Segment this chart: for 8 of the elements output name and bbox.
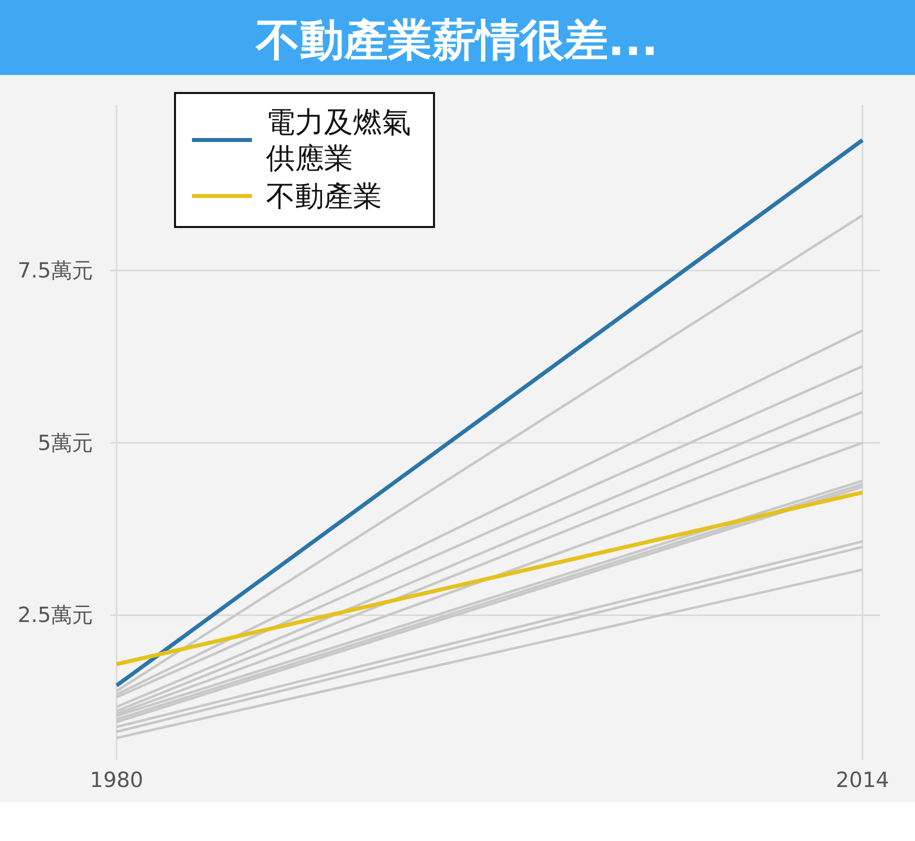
y-tick-label: 5萬元	[38, 430, 93, 455]
x-tick-label: 1980	[90, 768, 144, 792]
x-tick-label: 2014	[836, 768, 890, 792]
y-tick-label: 7.5萬元	[18, 258, 93, 282]
legend-label: 不動產業	[266, 178, 383, 214]
legend-label: 電力及燃氣供應業	[266, 104, 412, 176]
chart-title: 不動產業薪情很差...	[254, 15, 658, 66]
y-tick-label: 2.5萬元	[18, 603, 93, 628]
